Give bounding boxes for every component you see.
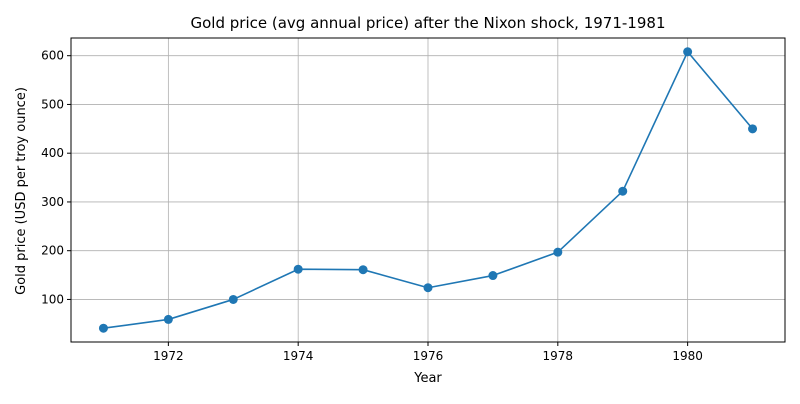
data-point	[488, 271, 498, 281]
y-tick-label: 400	[41, 146, 64, 160]
y-tick-label: 600	[41, 49, 64, 63]
series-group	[98, 47, 758, 333]
data-point	[683, 47, 693, 57]
data-point	[163, 314, 173, 324]
data-point	[98, 323, 108, 333]
y-tick-label: 100	[41, 292, 64, 306]
x-tick-label: 1978	[543, 349, 574, 363]
tick-labels: 1972 1974 1976 1978 1980 100 200 300 400 500 600	[41, 49, 703, 363]
y-tick-label: 500	[41, 97, 64, 111]
x-axis-label: Year	[413, 371, 442, 386]
x-tick-label: 1972	[153, 349, 184, 363]
x-tick-label: 1980	[672, 349, 703, 363]
y-tick-label: 300	[41, 195, 64, 209]
data-point	[293, 264, 303, 274]
x-tick-label: 1976	[413, 349, 444, 363]
data-point	[228, 294, 238, 304]
data-point	[553, 247, 563, 257]
data-point	[618, 186, 628, 196]
data-point	[358, 265, 368, 275]
data-point	[423, 283, 433, 293]
y-axis-label: Gold price (USD per troy ounce)	[14, 87, 29, 295]
data-point	[748, 124, 758, 134]
chart-title: Gold price (avg annual price) after the …	[191, 14, 666, 32]
y-tick-label: 200	[41, 244, 64, 258]
x-tick-label: 1974	[283, 349, 314, 363]
grid-lines	[71, 38, 785, 342]
